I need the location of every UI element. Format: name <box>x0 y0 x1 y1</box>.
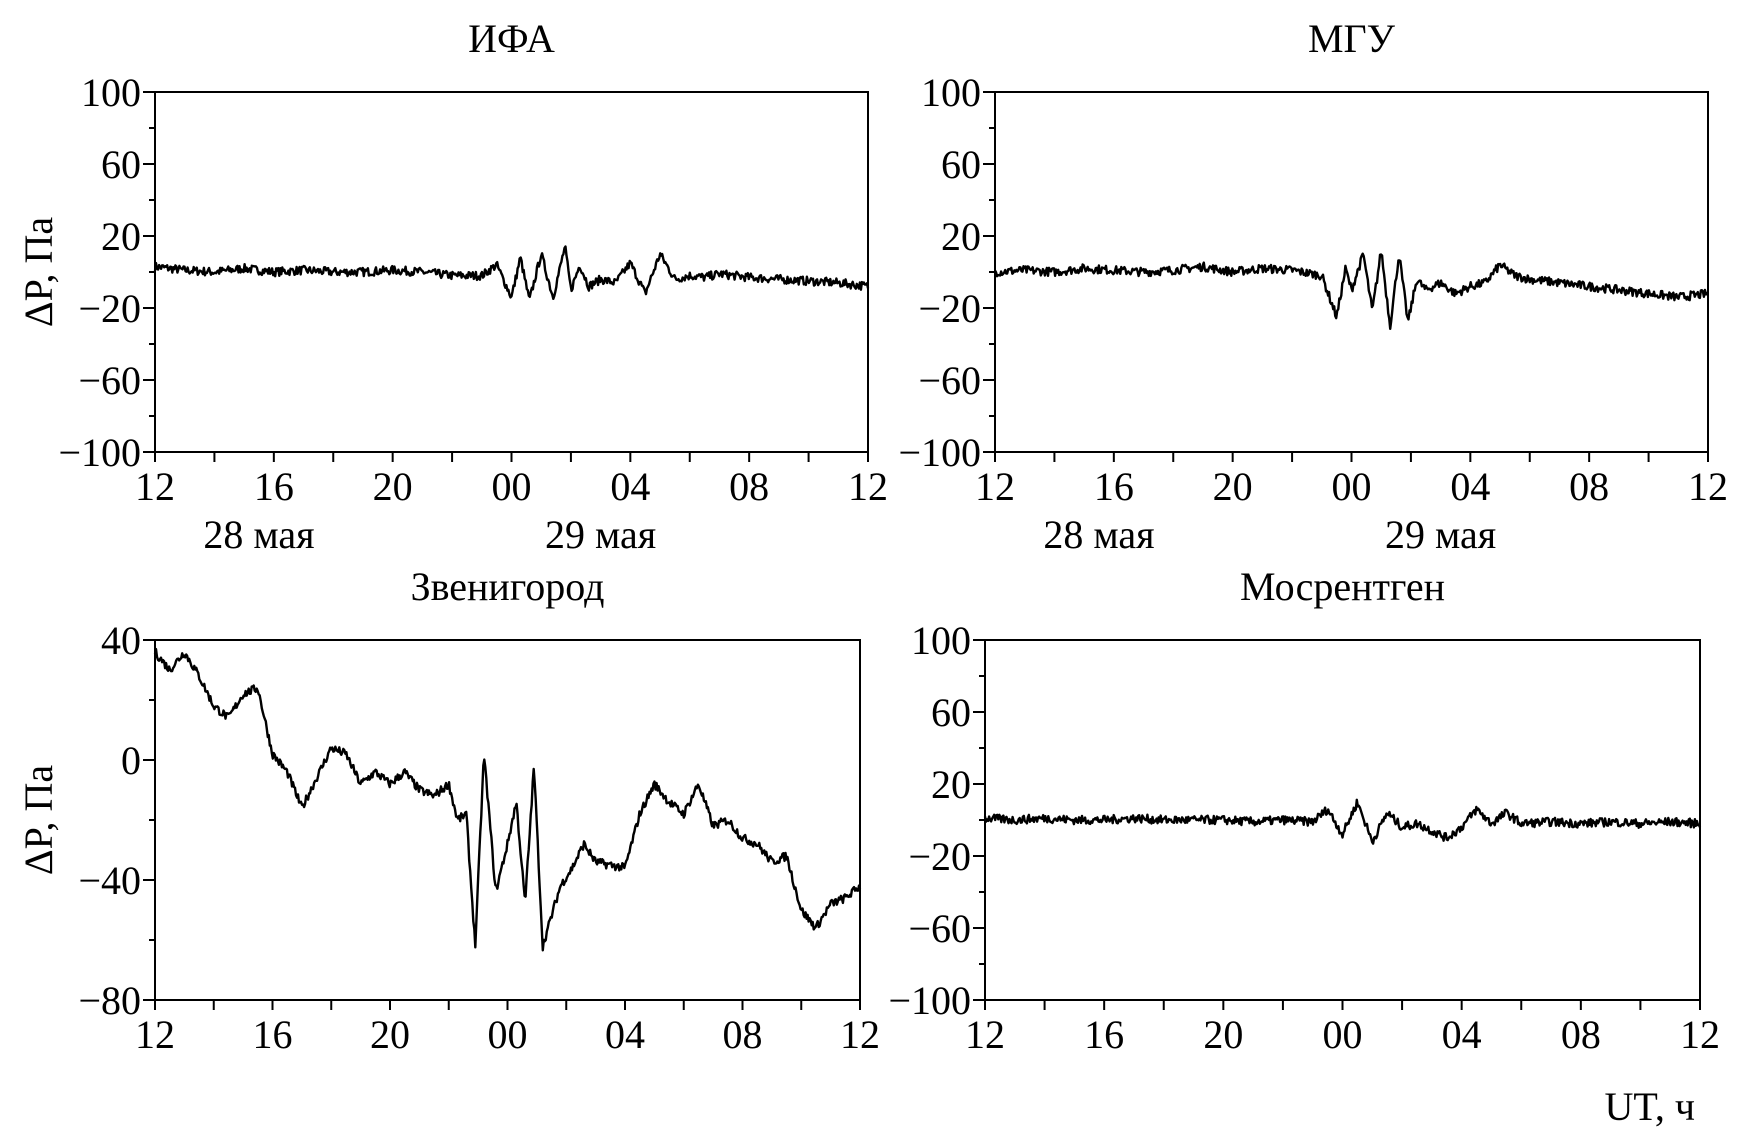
panel-title: Звенигород <box>411 564 605 609</box>
x-tick-label: 08 <box>1569 464 1609 509</box>
x-tick-label: 00 <box>488 1012 528 1057</box>
x-tick-label: 20 <box>373 464 413 509</box>
y-tick-label: 100 <box>911 618 971 663</box>
panel-title: Мосрентген <box>1240 564 1445 609</box>
y-tick-label: 100 <box>81 70 141 115</box>
x-tick-label: 04 <box>605 1012 645 1057</box>
y-axis-label: ΔP, Па <box>16 217 61 327</box>
y-tick-label: 60 <box>101 142 141 187</box>
x-tick-label: 08 <box>1561 1012 1601 1057</box>
date-label: 28 мая <box>1043 512 1154 557</box>
x-tick-label: 04 <box>1450 464 1490 509</box>
date-label: 29 мая <box>545 512 656 557</box>
panel-title: ИФА <box>468 16 555 61</box>
x-tick-label: 12 <box>1680 1012 1720 1057</box>
y-tick-label: −60 <box>78 358 141 403</box>
x-tick-label: 00 <box>1323 1012 1363 1057</box>
x-tick-label: 00 <box>1332 464 1372 509</box>
series-line-1 <box>983 798 1702 845</box>
y-tick-label: 60 <box>941 142 981 187</box>
y-tick-label: −100 <box>898 430 981 475</box>
y-tick-label: 20 <box>931 762 971 807</box>
x-tick-label: 12 <box>840 1012 880 1057</box>
x-tick-label: 16 <box>253 1012 293 1057</box>
x-tick-label: 20 <box>1213 464 1253 509</box>
x-tick-label: 12 <box>135 1012 175 1057</box>
date-label: 28 мая <box>203 512 314 557</box>
x-tick-label: 16 <box>1094 464 1134 509</box>
y-tick-label: 20 <box>941 214 981 259</box>
x-tick-label: 12 <box>975 464 1015 509</box>
series-line-1 <box>993 252 1710 330</box>
y-tick-label: −20 <box>918 286 981 331</box>
x-tick-label: 08 <box>729 464 769 509</box>
x-tick-label: 12 <box>965 1012 1005 1057</box>
series-line-1 <box>153 245 870 300</box>
x-tick-label: 04 <box>610 464 650 509</box>
y-tick-label: 0 <box>121 738 141 783</box>
y-tick-label: −80 <box>78 978 141 1023</box>
x-tick-label: 08 <box>723 1012 763 1057</box>
y-tick-label: −20 <box>78 286 141 331</box>
x-tick-label: 12 <box>135 464 175 509</box>
x-tick-label: 16 <box>1084 1012 1124 1057</box>
y-tick-label: 60 <box>931 690 971 735</box>
y-tick-label: −40 <box>78 858 141 903</box>
x-tick-label: 12 <box>1688 464 1728 509</box>
date-label: 29 мая <box>1385 512 1496 557</box>
y-tick-label: −60 <box>908 906 971 951</box>
y-tick-label: 100 <box>921 70 981 115</box>
y-tick-label: 40 <box>101 618 141 663</box>
panel-title: МГУ <box>1308 16 1396 61</box>
x-tick-label: 20 <box>370 1012 410 1057</box>
x-tick-label: 12 <box>848 464 888 509</box>
y-axis-label: ΔP, Па <box>16 765 61 875</box>
x-tick-label: 16 <box>254 464 294 509</box>
x-unit-label: UT, ч <box>1605 1084 1695 1129</box>
plot-frame <box>154 639 861 1001</box>
x-tick-label: 00 <box>492 464 532 509</box>
y-tick-label: −100 <box>58 430 141 475</box>
x-tick-label: 20 <box>1203 1012 1243 1057</box>
series-line-1 <box>153 647 862 952</box>
y-tick-label: 20 <box>101 214 141 259</box>
y-tick-label: −20 <box>908 834 971 879</box>
y-tick-label: −60 <box>918 358 981 403</box>
y-tick-label: −100 <box>888 978 971 1023</box>
x-tick-label: 04 <box>1442 1012 1482 1057</box>
